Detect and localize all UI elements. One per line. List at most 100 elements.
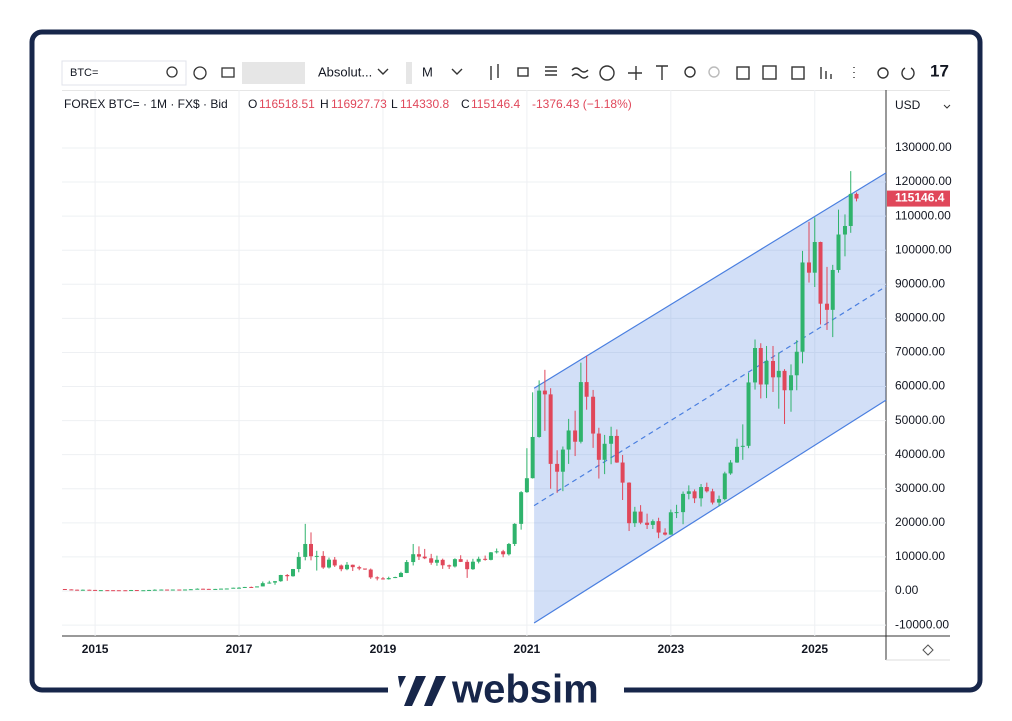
candle-body xyxy=(620,462,625,483)
candle-body xyxy=(357,567,362,569)
y-tick-label: 60000.00 xyxy=(895,379,945,393)
y-tick-label: 20000.00 xyxy=(895,515,945,529)
candle-body xyxy=(332,559,337,566)
candle-body xyxy=(237,587,242,589)
candle-body xyxy=(165,589,170,591)
dropdown-icon[interactable] xyxy=(377,68,389,75)
ohlc-label: H xyxy=(320,97,329,111)
spacer xyxy=(406,62,412,84)
candle-body xyxy=(476,558,481,562)
y-tick-label: 80000.00 xyxy=(895,311,945,325)
candle-body xyxy=(141,590,146,592)
tool-icons[interactable] xyxy=(490,64,915,81)
ohlc-value: 115146.4 xyxy=(471,97,520,111)
candle-body xyxy=(524,478,529,493)
y-tick-label: 70000.00 xyxy=(895,345,945,359)
change: -1376.43 (−1.18%) xyxy=(532,97,632,111)
last-price-box xyxy=(887,190,950,207)
candle-body xyxy=(416,554,421,557)
candle-body xyxy=(602,443,607,460)
search-text: BTC= xyxy=(70,67,98,79)
candle-body xyxy=(267,582,272,584)
candle-body xyxy=(609,435,614,444)
candle-body xyxy=(458,559,463,562)
candle-body xyxy=(380,578,385,580)
y-tick-label: 30000.00 xyxy=(895,481,945,495)
candle-body xyxy=(152,589,157,591)
candle-body xyxy=(80,589,85,591)
candle-body xyxy=(789,375,794,391)
brand-icon xyxy=(398,676,446,706)
currency[interactable]: USD xyxy=(895,98,921,112)
candle-body xyxy=(674,512,679,514)
candle-body xyxy=(404,562,409,573)
dropdown-icon[interactable] xyxy=(451,68,463,75)
toolbar: BTC= Absolut... M 17 xyxy=(61,60,949,86)
y-tick-label: -10000.00 xyxy=(895,617,949,631)
candle-body xyxy=(722,473,727,500)
candle-body xyxy=(699,487,704,499)
legend-symbol: FOREX BTC= · 1M · FX$ · Bid xyxy=(64,97,228,111)
channel-fill xyxy=(534,172,886,624)
folder-icon[interactable] xyxy=(221,67,235,78)
y-tick-label: 120000.00 xyxy=(895,174,952,188)
interval[interactable]: M xyxy=(422,64,433,79)
ohlc-value: 116927.73 xyxy=(331,97,387,111)
candle-body xyxy=(339,565,344,570)
ohlc-label: O xyxy=(248,97,257,111)
candle-body xyxy=(638,511,643,523)
candle-body xyxy=(746,382,751,446)
brand-name: websim xyxy=(451,668,599,712)
candle-body xyxy=(578,382,583,442)
scale-mode[interactable]: Absolut... xyxy=(318,64,372,79)
candle-body xyxy=(422,556,427,559)
candle-body xyxy=(159,589,164,591)
search-icon[interactable] xyxy=(166,66,178,78)
candle-body xyxy=(170,589,175,591)
candle-body xyxy=(591,396,596,434)
candle-body xyxy=(69,589,74,591)
channel-upper xyxy=(533,172,887,389)
candle-body xyxy=(758,348,763,385)
candle-body xyxy=(195,588,200,590)
settings-icon[interactable] xyxy=(922,644,934,656)
ohlc-value: 114330.8 xyxy=(400,97,449,111)
candle-body xyxy=(440,559,445,566)
candle-body xyxy=(134,590,139,592)
candle-body xyxy=(314,555,319,557)
candle-body xyxy=(224,588,229,590)
search-box[interactable] xyxy=(61,60,187,86)
candle-body xyxy=(87,589,92,591)
candle-body xyxy=(98,590,103,592)
logo-mark: 17 xyxy=(930,61,949,80)
candle-body xyxy=(645,522,650,525)
candle-body xyxy=(62,589,67,591)
candle-body xyxy=(663,532,668,535)
candle-body xyxy=(848,193,853,226)
x-tick-label: 2015 xyxy=(82,642,109,656)
candle-body xyxy=(812,242,817,273)
y-tick-label: 0.00 xyxy=(895,583,919,597)
dropdown-icon[interactable] xyxy=(943,104,951,109)
candle-body xyxy=(362,568,367,570)
add-icon[interactable] xyxy=(193,66,207,80)
candle-body xyxy=(794,351,799,376)
candle-body xyxy=(429,558,434,563)
candle-body xyxy=(537,390,542,437)
candle-body xyxy=(326,559,331,568)
candle-body xyxy=(596,433,601,460)
candle-body xyxy=(231,587,236,589)
candle-body xyxy=(686,491,691,494)
y-tick-label: 90000.00 xyxy=(895,276,945,290)
candle-body xyxy=(710,491,715,503)
last-price: 115146.4 xyxy=(895,191,945,205)
candle-body xyxy=(728,462,733,474)
candle-body xyxy=(434,559,439,563)
y-tick-label: 40000.00 xyxy=(895,447,945,461)
candle-body xyxy=(393,577,398,579)
candle-body xyxy=(129,590,134,592)
candle-body xyxy=(470,561,475,570)
y-tick-label: 50000.00 xyxy=(895,413,945,427)
candle-body xyxy=(632,511,637,524)
x-tick-label: 2021 xyxy=(514,642,541,656)
